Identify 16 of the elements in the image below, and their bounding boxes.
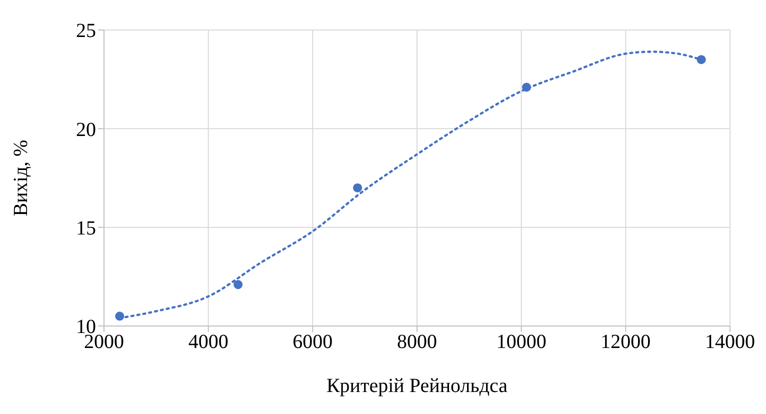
x-tick-label: 4000 <box>188 331 228 354</box>
x-tick-label: 12000 <box>600 331 651 354</box>
x-tick-label: 10000 <box>496 331 546 354</box>
x-tick-label: 14000 <box>705 331 755 354</box>
point <box>353 183 362 192</box>
x-axis-title: Критерій Рейнольдса <box>326 375 508 397</box>
y-tick-label: 25 <box>76 20 96 42</box>
x-tick-label: 8000 <box>397 331 437 354</box>
point <box>696 55 706 64</box>
point <box>234 280 243 290</box>
point <box>522 82 532 92</box>
x-tick-label: 6000 <box>292 331 333 354</box>
y-axis-title: Вихід, % <box>10 140 32 216</box>
y-tick-label: 15 <box>76 217 96 240</box>
point <box>115 312 124 321</box>
y-tick-label: 20 <box>76 118 96 141</box>
